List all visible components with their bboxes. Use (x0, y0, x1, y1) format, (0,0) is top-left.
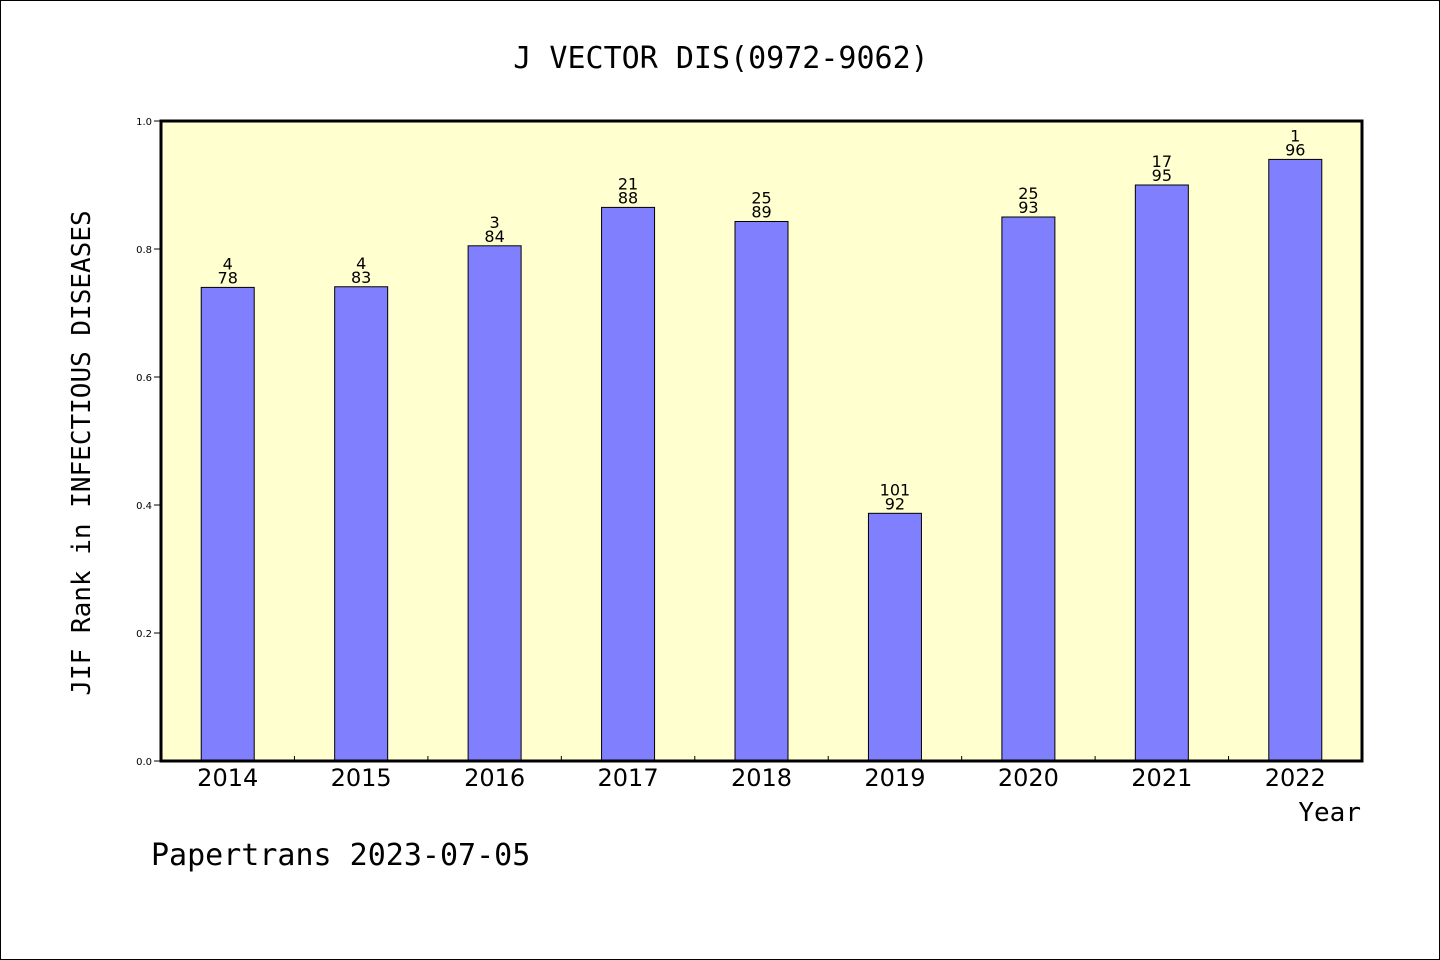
bar-2018 (734, 220, 789, 762)
bar-label-rank: 25 (751, 188, 771, 207)
bar-label-total: 93 (1018, 198, 1038, 217)
bar-label-total: 83 (351, 268, 371, 287)
bar-label-rank: 4 (223, 254, 233, 273)
bar-label-rank: 21 (618, 174, 638, 193)
y-axis-title: JIF Rank in INFECTIOUS DISEASES (67, 210, 97, 695)
bars-layer (200, 158, 1323, 762)
y-tick-label: 0.8 (136, 245, 152, 256)
x-axis-title: Year (1298, 798, 1361, 828)
bar-2022 (1268, 158, 1323, 762)
bar-2021 (1134, 184, 1189, 762)
y-tick-label: 0.6 (136, 373, 152, 384)
y-tick-label: 0.0 (136, 757, 152, 768)
x-tick-label: 2020 (998, 764, 1059, 792)
footer-stamp: Papertrans 2023-07-05 (151, 838, 530, 873)
bar-2015 (334, 286, 389, 762)
bar-2019 (867, 512, 922, 762)
bar-label-total: 95 (1152, 166, 1172, 185)
bar-label-rank: 4 (356, 254, 366, 273)
bar-label-rank: 17 (1152, 152, 1172, 171)
x-axis: 2014 2015 2016 2017 2018 2019 2020 2021 2022 (197, 756, 1326, 792)
bar-label-total: 84 (484, 227, 504, 246)
bar-2014 (200, 286, 255, 762)
x-tick-label: 2015 (331, 764, 392, 792)
y-tick-label: 0.2 (136, 629, 152, 640)
bar-2016 (467, 245, 522, 762)
bar-2017 (601, 206, 656, 762)
bar-label-total: 88 (618, 188, 638, 207)
x-tick-label: 2018 (731, 764, 792, 792)
bar-label-total: 78 (218, 268, 238, 287)
x-tick-label: 2014 (197, 764, 258, 792)
y-axis: 0.0 0.2 0.4 0.6 0.8 1.0 (136, 117, 161, 768)
x-tick-label: 2019 (864, 764, 925, 792)
bar-label-rank: 101 (880, 480, 911, 499)
y-tick-label: 1.0 (136, 117, 152, 128)
y-tick-label: 0.4 (136, 501, 152, 512)
bar-label-rank: 25 (1018, 184, 1038, 203)
x-tick-label: 2016 (464, 764, 525, 792)
bar-label-rank: 1 (1290, 126, 1300, 145)
bar-label-total: 96 (1285, 140, 1305, 159)
bar-2020 (1001, 216, 1056, 762)
bar-label-rank: 3 (490, 213, 500, 232)
chart-title: J VECTOR DIS(0972-9062) (513, 41, 928, 76)
x-tick-label: 2017 (598, 764, 659, 792)
bar-label-total: 92 (885, 494, 905, 513)
x-tick-label: 2022 (1265, 764, 1326, 792)
x-tick-label: 2021 (1131, 764, 1192, 792)
plot-border (159, 119, 1364, 763)
bar-label-total: 89 (751, 202, 771, 221)
